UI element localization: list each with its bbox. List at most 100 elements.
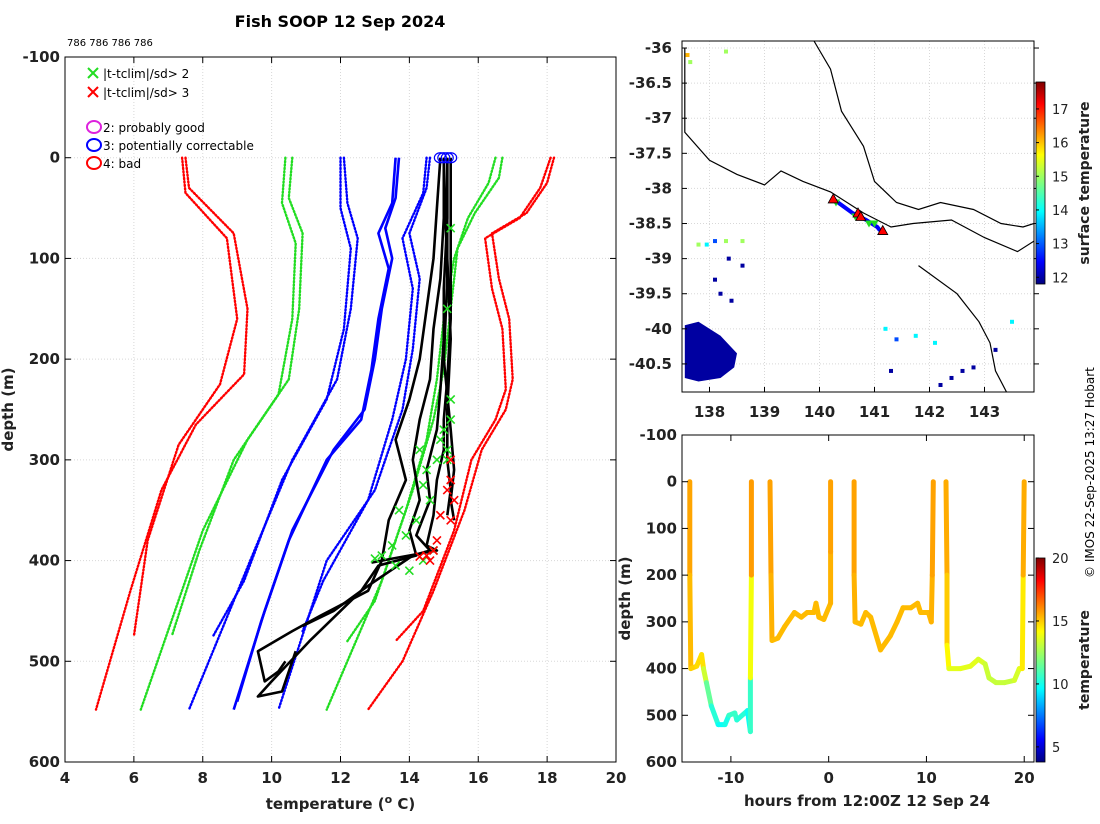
sst-pixel <box>971 365 976 370</box>
timeseries-track-segment <box>929 479 936 578</box>
flag2-marker-stroke <box>415 445 425 455</box>
flag2-marker-stroke <box>442 445 452 455</box>
map-content <box>684 41 1034 392</box>
flag3-marker <box>435 510 445 520</box>
climatology-line <box>301 156 428 633</box>
sst-colorbar-label: surface temperature <box>1077 101 1093 264</box>
drop-marker-green <box>865 220 873 228</box>
sst-pixel <box>894 337 899 342</box>
flag3-marker <box>446 475 456 485</box>
y-tick-label: 600 <box>29 753 60 771</box>
x-tick-label: 14 <box>399 769 420 787</box>
flag2-marker <box>446 394 456 404</box>
map-y-tick-label: -39.5 <box>629 285 672 303</box>
map-plot: 138 139 140 141 142 143 -36 -36.5 -37 -37.5 -38 -38… <box>629 39 1093 421</box>
x-tick-label: 8 <box>198 769 208 787</box>
map-y-tick-label: -36.5 <box>629 74 672 92</box>
climatology-line <box>139 156 304 711</box>
map-axes-box <box>681 40 1035 393</box>
drop-marker-green <box>870 220 879 228</box>
flag2-marker <box>391 561 401 571</box>
climatology-line <box>211 156 352 638</box>
timeseries-track-segment <box>943 479 950 578</box>
timeseries-track <box>687 479 754 735</box>
flag2-marker-stroke <box>442 455 452 465</box>
x-axis-label: temperature (o C) <box>266 793 416 813</box>
timeseries-track <box>767 479 834 643</box>
flag2-marker-stroke <box>370 553 380 564</box>
flag3-marker-stroke <box>442 485 452 495</box>
x-tick-label: 10 <box>261 769 282 787</box>
temperature-profile-line <box>256 157 442 683</box>
flag3-marker-stroke <box>446 475 456 485</box>
drop-marker-red <box>827 193 839 204</box>
timeseries-y-tick-label: 500 <box>646 706 677 724</box>
temperature-colorbar-tick-label: 5 <box>1052 741 1060 756</box>
legend-q3-marker <box>86 138 102 152</box>
sst-colorbar-tick-label: 16 <box>1052 137 1069 152</box>
timeseries-track-segment <box>687 572 694 672</box>
temperature-profile-line <box>442 157 456 521</box>
sst-pixel <box>729 298 734 303</box>
legend-q2-marker <box>86 120 102 134</box>
temperature-colorbar-label: temperature <box>1077 610 1093 710</box>
y-tick-label: 0 <box>50 149 60 167</box>
flag3-marker <box>432 535 442 545</box>
flag2-marker-stroke <box>387 540 397 551</box>
map-x-tick-label: 138 <box>694 403 725 421</box>
surface-quality-marker <box>444 152 458 164</box>
flag3-marker-stroke <box>446 515 456 525</box>
map-y-tick-label: -39 <box>645 250 672 268</box>
x-tick-label: 18 <box>537 769 558 787</box>
sst-pixel <box>889 368 893 373</box>
map-x-tick-label: 143 <box>969 403 1000 421</box>
timeseries-x-tick-label: 0 <box>823 769 833 787</box>
flag3-marker-stroke <box>432 535 442 545</box>
flag2-marker <box>432 455 442 465</box>
coastline <box>684 48 1034 253</box>
timeseries-track-segment <box>894 605 906 625</box>
legend: |t-tclim|/sd> 2 |t-tclim|/sd> 3 2: proba… <box>86 67 254 171</box>
map-y-tick-label: -37 <box>645 109 672 127</box>
sst-colorbar <box>1035 81 1046 285</box>
sst-colorbar-tick-label: 14 <box>1052 204 1069 219</box>
flag3-marker-stroke <box>415 551 425 562</box>
legend-flag3-label: |t-tclim|/sd> 3 <box>103 86 189 100</box>
flag2-marker-stroke <box>439 425 449 435</box>
flag2-marker-stroke <box>394 505 404 515</box>
flag3-marker <box>442 485 452 495</box>
sst-pixel <box>993 347 998 352</box>
flag2-marker-stroke <box>411 515 421 525</box>
legend-q4-marker <box>86 156 102 170</box>
x-axis-label-suffix: C) <box>392 795 415 813</box>
flag2-marker <box>411 515 421 525</box>
climatology-line <box>94 156 249 711</box>
surface-quality-marker <box>440 152 454 164</box>
profile-series <box>94 152 556 711</box>
flag2-marker <box>435 435 445 445</box>
flag3-marker <box>446 515 456 525</box>
x-axis-label-text: temperature ( <box>266 795 385 813</box>
y-tick-label: 500 <box>29 652 60 670</box>
sst-colorbar-tick-label: 13 <box>1052 238 1069 253</box>
sst-pixel <box>960 368 965 373</box>
timeseries-track-segment <box>747 572 754 681</box>
timeseries-x-tick-label: -10 <box>717 769 744 787</box>
sst-pixel <box>696 242 701 247</box>
flag2-marker <box>439 425 449 435</box>
flag2-marker-stroke <box>377 550 387 561</box>
x-tick-label: 12 <box>330 769 351 787</box>
sst-pixel <box>724 49 728 54</box>
flag3-marker <box>425 556 435 566</box>
surface-quality-marker <box>437 152 451 164</box>
timeseries-y-tick-label: 400 <box>646 660 677 678</box>
x-axis-label-superscript: o <box>385 793 393 806</box>
temperature-colorbar-tick-label: 15 <box>1052 615 1069 630</box>
flag3-marker <box>446 455 456 465</box>
legend-flag2-marker <box>87 67 99 79</box>
timeseries-track-segment <box>1020 479 1027 578</box>
legend-flag2-label: |t-tclim|/sd> 2 <box>103 67 189 81</box>
timeseries-y-tick-label: 0 <box>667 473 677 491</box>
flag2-marker <box>415 445 425 455</box>
